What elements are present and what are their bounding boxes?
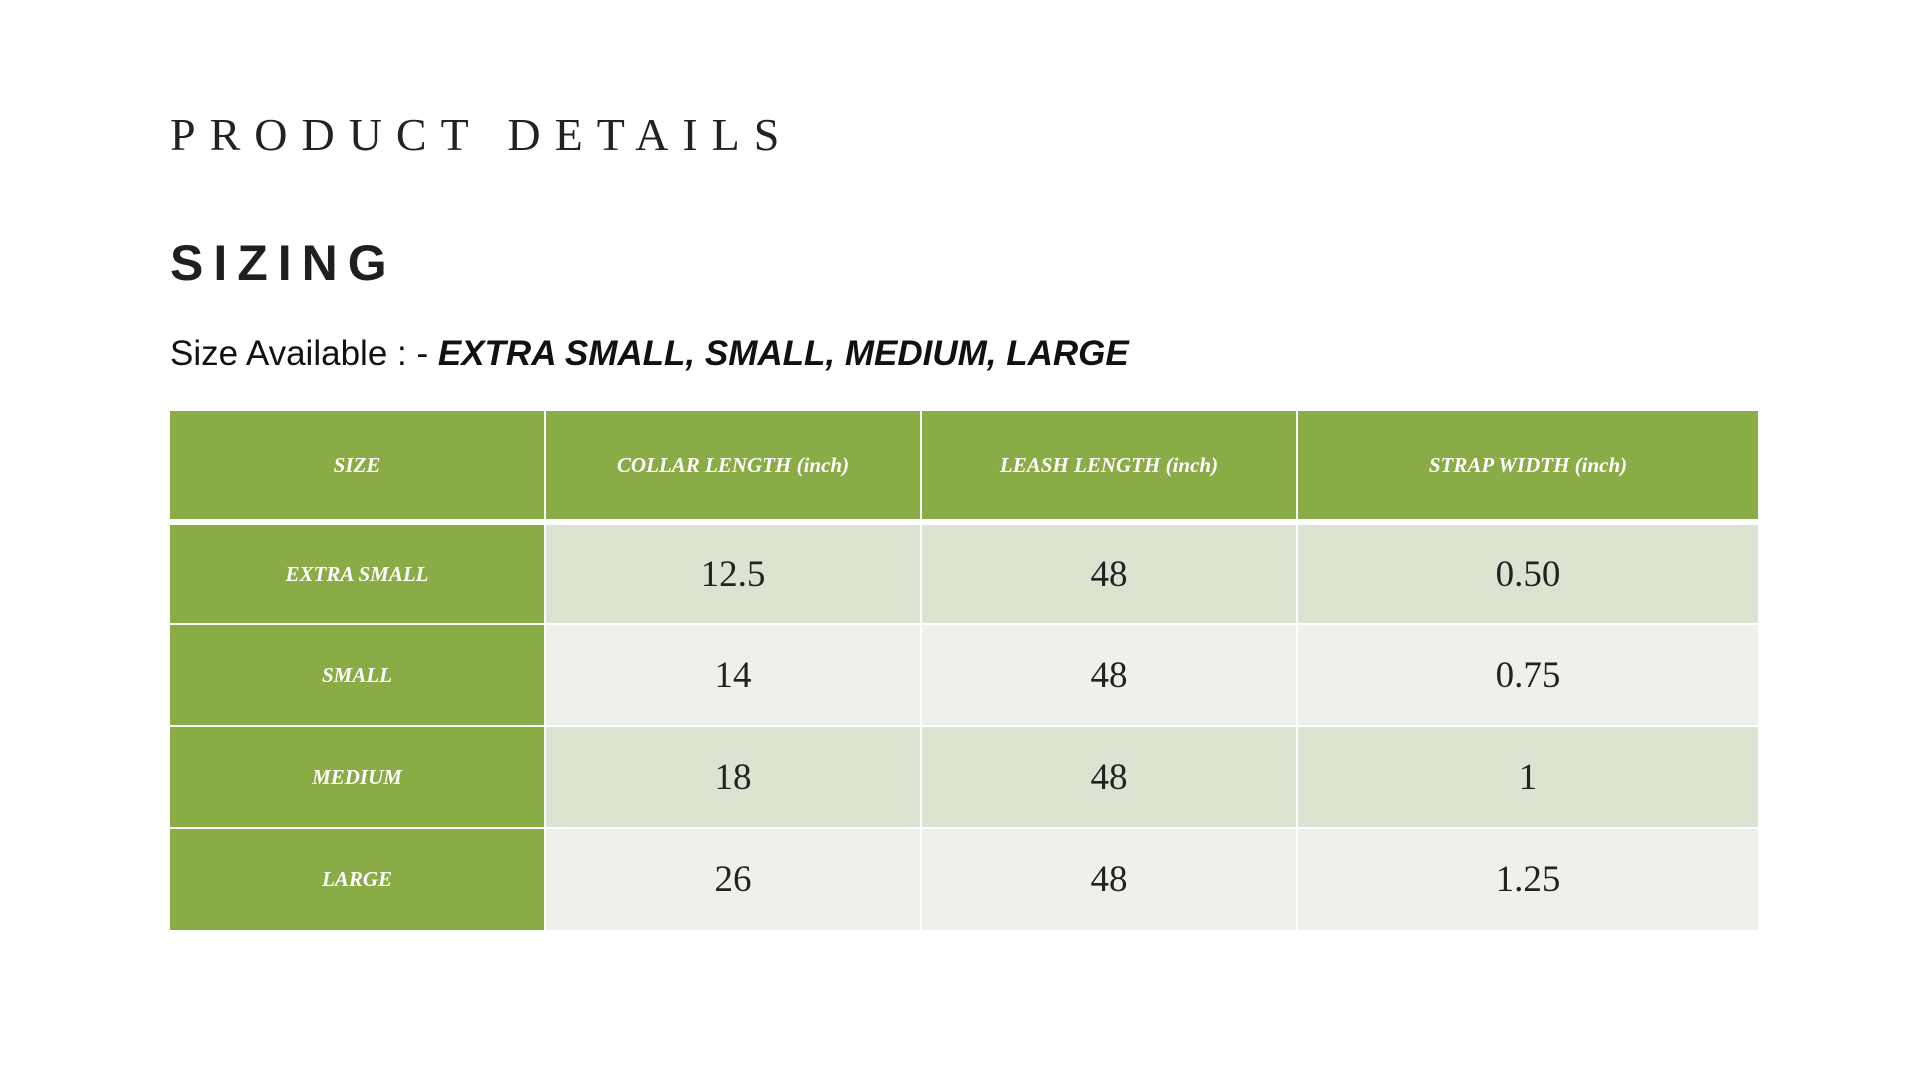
- size-cell: SMALL: [170, 623, 545, 726]
- sizes-available-label: Size Available : -: [170, 334, 438, 373]
- leash-length-cell: 48: [920, 623, 1297, 726]
- size-cell: MEDIUM: [170, 725, 545, 828]
- strap-width-cell: 1: [1296, 725, 1758, 828]
- header-strap-width: STRAP WIDTH (inch): [1296, 411, 1758, 525]
- size-cell: EXTRA SMALL: [170, 522, 545, 624]
- sizes-available-line: Size Available : - EXTRA SMALL, SMALL, M…: [170, 333, 1129, 375]
- strap-width-cell: 0.75: [1296, 623, 1758, 726]
- strap-width-cell: 0.50: [1296, 522, 1758, 624]
- leash-length-cell: 48: [920, 827, 1297, 930]
- header-size: SIZE: [170, 411, 545, 525]
- sizes-available-value: EXTRA SMALL, SMALL, MEDIUM, LARGE: [437, 334, 1129, 373]
- table-row: LARGE 26 48 1.25: [170, 827, 1758, 930]
- collar-length-cell: 18: [544, 725, 921, 828]
- sizing-table: SIZE COLLAR LENGTH (inch) LEASH LENGTH (…: [170, 411, 1758, 930]
- collar-length-cell: 26: [544, 827, 921, 930]
- size-cell: LARGE: [170, 827, 545, 930]
- table-header-row: SIZE COLLAR LENGTH (inch) LEASH LENGTH (…: [170, 411, 1758, 525]
- table-row: SMALL 14 48 0.75: [170, 623, 1758, 726]
- section-title: SIZING: [170, 235, 397, 291]
- page-title: PRODUCT DETAILS: [170, 109, 794, 160]
- leash-length-cell: 48: [920, 725, 1297, 828]
- table-row: MEDIUM 18 48 1: [170, 725, 1758, 828]
- header-leash-length: LEASH LENGTH (inch): [920, 411, 1297, 525]
- strap-width-cell: 1.25: [1296, 827, 1758, 930]
- leash-length-cell: 48: [920, 522, 1297, 624]
- collar-length-cell: 12.5: [544, 522, 921, 624]
- table-row: EXTRA SMALL 12.5 48 0.50: [170, 522, 1758, 624]
- collar-length-cell: 14: [544, 623, 921, 726]
- header-collar-length: COLLAR LENGTH (inch): [544, 411, 921, 525]
